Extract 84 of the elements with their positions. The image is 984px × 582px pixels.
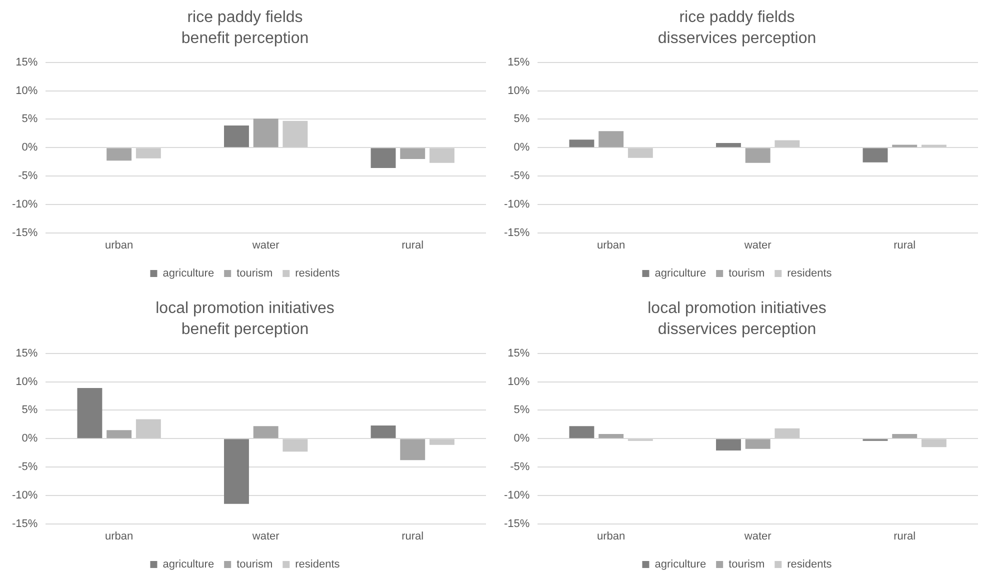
legend-label: residents xyxy=(295,268,340,280)
bar xyxy=(745,148,770,163)
bar xyxy=(282,439,308,452)
bar xyxy=(136,419,161,438)
y-tick-label: -10% xyxy=(504,198,530,210)
bar xyxy=(429,439,454,445)
legend-label: tourism xyxy=(236,268,273,280)
legend-label: tourism xyxy=(236,558,273,571)
y-tick-label: 15% xyxy=(16,347,38,360)
x-tick-label: water xyxy=(251,239,280,252)
x-tick-label: rural xyxy=(402,530,424,542)
x-tick-label: urban xyxy=(104,530,134,542)
bar xyxy=(77,388,102,438)
legend-label: tourism xyxy=(728,558,765,571)
y-tick-label: -15% xyxy=(504,226,530,239)
y-tick-label: 15% xyxy=(16,56,38,68)
x-tick-label: urban xyxy=(104,239,134,252)
y-tick-label: -5% xyxy=(18,170,38,182)
y-tick-label: -10% xyxy=(504,489,530,502)
legend-label: agriculture xyxy=(162,268,214,280)
bar xyxy=(598,131,624,148)
y-tick-label: -10% xyxy=(12,489,38,502)
chart-subtitle: disservices perception xyxy=(658,30,816,48)
bar xyxy=(253,118,278,148)
x-tick-label: rural xyxy=(894,239,916,252)
bar xyxy=(400,439,426,460)
chart-subtitle: benefit perception xyxy=(181,321,309,338)
y-tick-label: 10% xyxy=(16,376,38,388)
x-tick-label: water xyxy=(251,530,280,542)
chart-subtitle: disservices perception xyxy=(658,321,816,338)
x-tick-label: water xyxy=(743,239,772,252)
bar xyxy=(716,143,741,148)
bar xyxy=(569,140,594,148)
bar xyxy=(106,148,132,161)
bar xyxy=(253,426,278,438)
y-tick-label: 5% xyxy=(514,404,530,416)
bar xyxy=(400,148,426,159)
legend-label: agriculture xyxy=(654,268,706,280)
y-tick-label: 0% xyxy=(22,432,38,445)
y-tick-label: -15% xyxy=(12,518,38,530)
y-tick-label: 5% xyxy=(514,113,530,126)
legend-label: agriculture xyxy=(654,558,706,571)
y-tick-label: 15% xyxy=(508,56,530,68)
x-tick-label: urban xyxy=(596,530,626,542)
bar xyxy=(136,148,161,158)
legend-label: agriculture xyxy=(162,558,214,571)
bar xyxy=(282,120,308,148)
y-tick-label: 5% xyxy=(22,113,38,126)
x-tick-label: water xyxy=(743,530,772,542)
bar xyxy=(774,140,800,148)
y-tick-label: -15% xyxy=(12,226,38,239)
bar xyxy=(224,125,249,148)
x-tick-label: urban xyxy=(596,239,626,252)
bar xyxy=(370,148,396,168)
x-tick-label: rural xyxy=(402,239,424,252)
bar xyxy=(429,148,454,163)
legend-label: residents xyxy=(295,558,340,571)
y-tick-label: -5% xyxy=(510,461,530,474)
bar xyxy=(370,426,396,438)
y-tick-label: -5% xyxy=(18,461,38,474)
y-tick-label: 10% xyxy=(16,84,38,97)
y-tick-label: 0% xyxy=(22,142,38,154)
x-tick-label: rural xyxy=(894,530,916,542)
bar xyxy=(106,430,132,438)
y-tick-label: -10% xyxy=(12,198,38,210)
chart-title: rice paddy fields xyxy=(187,9,303,26)
bar xyxy=(224,439,249,504)
bar xyxy=(862,148,888,162)
y-tick-label: 15% xyxy=(508,347,530,360)
legend-label: tourism xyxy=(728,268,765,280)
y-tick-label: 0% xyxy=(514,142,530,154)
y-tick-label: 0% xyxy=(514,432,530,445)
y-tick-label: 10% xyxy=(508,84,530,97)
y-tick-label: -5% xyxy=(510,170,530,182)
chart-title: rice paddy fields xyxy=(679,9,795,26)
y-tick-label: -15% xyxy=(504,518,530,530)
legend-label: residents xyxy=(787,558,832,571)
chart-title: local promotion initiatives xyxy=(156,300,334,318)
bar xyxy=(628,148,653,158)
chart-subtitle: benefit perception xyxy=(181,30,309,48)
y-tick-label: 5% xyxy=(22,404,38,416)
y-tick-label: 10% xyxy=(508,376,530,388)
legend-label: residents xyxy=(787,268,832,280)
chart-title: local promotion initiatives xyxy=(648,300,826,318)
